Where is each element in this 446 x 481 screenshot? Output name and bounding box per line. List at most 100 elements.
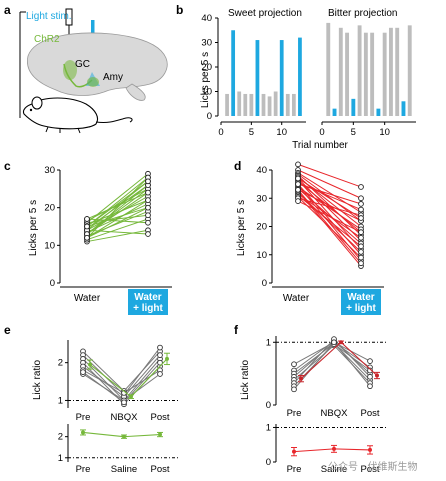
panel-b: b Sweet projection Bitter projection 0 10… bbox=[176, 3, 416, 151]
b-xtick-label: 0 bbox=[319, 127, 324, 138]
mouse-icon bbox=[22, 96, 133, 134]
d-axes-pair-line bbox=[297, 200, 362, 233]
e-axes-xtick-label: Post bbox=[150, 464, 169, 475]
b-bar bbox=[376, 108, 381, 116]
e-axes-subject-point bbox=[157, 371, 163, 377]
f-axes-mean-point bbox=[339, 340, 343, 345]
c-axes-point bbox=[145, 219, 151, 226]
b-bar bbox=[255, 40, 260, 116]
amy-region bbox=[87, 77, 99, 87]
c-axes-point bbox=[84, 223, 90, 230]
c-axes-point bbox=[84, 216, 90, 222]
f-axes-xtick-label: Pre bbox=[287, 408, 302, 419]
d-axes-point bbox=[358, 184, 364, 190]
d-axes-point bbox=[358, 206, 364, 213]
panel-e-axes: 1 2 Pre NBQX Post 1 2 Pre Saline Post bbox=[58, 340, 180, 475]
d-axes-point bbox=[358, 229, 364, 236]
b-xtick-label: 5 bbox=[351, 127, 356, 138]
c-axes-point bbox=[145, 212, 151, 219]
b-bar bbox=[395, 27, 400, 116]
panel-f-axes: 0 1 Pre NBQX Post 0 1 Pre Saline Post bbox=[266, 336, 388, 475]
b-bar bbox=[407, 25, 412, 117]
f-axes-subject-point bbox=[291, 386, 297, 393]
f-axes-xtick-label: Post bbox=[360, 464, 379, 475]
panel-c-label: c bbox=[4, 159, 11, 173]
chr2-label: ChR2 bbox=[34, 34, 60, 45]
c-axes-pair-line bbox=[86, 229, 149, 235]
f-axes-mean-point bbox=[292, 449, 296, 454]
e-axes-ytick-label: 2 bbox=[58, 432, 63, 443]
c-axes-point bbox=[145, 197, 151, 203]
b-bar bbox=[279, 40, 284, 116]
b-bar bbox=[326, 22, 331, 116]
panel-c: c 0 10 20 30 Licks per 5 s Water Water + li… bbox=[4, 159, 172, 315]
b-bar bbox=[225, 93, 229, 116]
c-axes-pair-line bbox=[86, 207, 149, 227]
b-bar bbox=[345, 32, 350, 117]
d-axes-ytick-label: 0 bbox=[262, 278, 267, 289]
f-axes-xtick-label: NBQX bbox=[321, 408, 349, 419]
f-axes-mean-line bbox=[293, 448, 371, 453]
f-axes-ytick-label: 0 bbox=[266, 400, 271, 411]
panel-a-label: a bbox=[4, 3, 11, 17]
d-axes-pair-line bbox=[297, 172, 362, 213]
b-ytick-label: 40 bbox=[201, 13, 212, 24]
d-axes-pair-line bbox=[297, 169, 362, 199]
d-axes-point bbox=[358, 234, 364, 241]
c-axes-point bbox=[145, 178, 151, 185]
panel-e-label: e bbox=[4, 323, 11, 337]
b-bar bbox=[363, 32, 368, 117]
c-axes-pair-line bbox=[86, 188, 149, 222]
e-axes-ytick-label: 2 bbox=[58, 358, 63, 369]
panel-c-x-water: Water bbox=[74, 293, 101, 304]
d-axes-point bbox=[295, 186, 301, 193]
e-axes-subject-point bbox=[157, 359, 163, 366]
c-axes-point bbox=[145, 204, 151, 211]
panel-b-label: b bbox=[176, 3, 183, 17]
panel-e-ylabel: Lick ratio bbox=[32, 360, 43, 400]
d-axes-pair-line bbox=[297, 163, 362, 188]
d-axes-pair-line bbox=[297, 183, 362, 256]
f-axes-mean-point bbox=[375, 373, 379, 378]
e-axes-subject-point bbox=[157, 352, 163, 358]
d-axes-ytick-label: 10 bbox=[256, 250, 267, 261]
sweet-projection-title: Sweet projection bbox=[228, 8, 302, 19]
b-bar bbox=[291, 93, 296, 116]
e-axes-subject-point bbox=[121, 399, 127, 406]
f-axes-subject-point bbox=[367, 373, 373, 380]
panel-d-axes: 0 10 20 30 40 bbox=[256, 161, 384, 289]
f-axes-subject-point bbox=[367, 367, 373, 374]
e-axes-xtick-label: NBQX bbox=[111, 412, 139, 423]
bitter-projection-title: Bitter projection bbox=[328, 8, 397, 19]
d-axes-point bbox=[358, 249, 364, 255]
light-stim-label: Light stim. bbox=[26, 11, 72, 22]
f-axes-subject-point bbox=[367, 358, 373, 364]
b-xtick-label: 10 bbox=[379, 127, 390, 138]
f-axes-mean-point bbox=[299, 376, 303, 381]
b-bar bbox=[332, 108, 337, 116]
d-axes-ytick-label: 40 bbox=[256, 165, 267, 176]
c-axes-pair-line bbox=[86, 195, 149, 231]
c-axes-point bbox=[84, 234, 90, 241]
d-axes-point bbox=[358, 215, 364, 221]
e-axes-xtick-label: Saline bbox=[111, 464, 137, 475]
panel-d-ylabel: Licks per 5 s bbox=[236, 200, 247, 256]
c-axes-ytick-label: 10 bbox=[44, 240, 55, 251]
e-axes-mean-point bbox=[158, 432, 162, 437]
panel-b-xlabel: Trial number bbox=[292, 140, 348, 151]
cerebellum bbox=[125, 83, 146, 101]
panel-c-x-water-light-2: + light bbox=[133, 303, 163, 314]
b-bar bbox=[237, 91, 242, 116]
b-xtick-label: 5 bbox=[249, 127, 254, 138]
c-axes-point bbox=[145, 189, 151, 196]
d-axes-point bbox=[295, 198, 301, 204]
panel-c-axes: 0 10 20 30 bbox=[44, 165, 172, 289]
b-bar bbox=[273, 91, 278, 116]
e-axes-ytick-label: 1 bbox=[58, 395, 63, 406]
c-axes-pair-line bbox=[86, 180, 149, 227]
panel-d-light-box bbox=[341, 289, 381, 315]
b-bar bbox=[370, 32, 375, 117]
b-xtick-label: 10 bbox=[276, 127, 287, 138]
d-axes-pair-line bbox=[297, 186, 362, 230]
f-axes-ytick-label: 1 bbox=[266, 422, 271, 433]
